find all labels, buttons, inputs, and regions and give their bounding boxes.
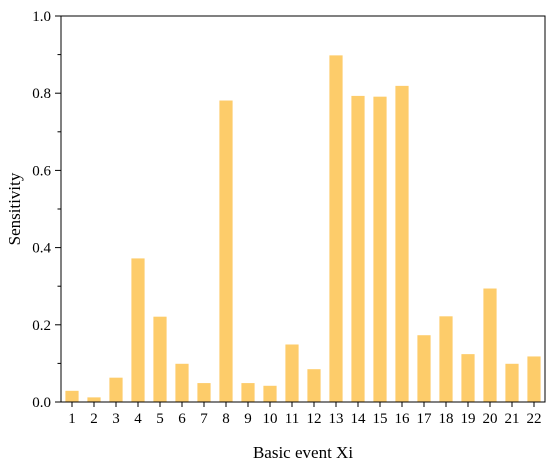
x-tick-label-20: 20 [483,411,498,427]
x-axis-title: Basic event Xi [253,443,353,462]
bar-6 [175,363,189,402]
x-tick-label-21: 21 [505,411,520,427]
x-tick-label-22: 22 [527,411,542,427]
x-tick-label-5: 5 [156,411,164,427]
bar-1 [65,390,79,402]
bar-5 [153,316,167,402]
x-tick-label-8: 8 [222,411,230,427]
x-tick-label-1: 1 [68,411,76,427]
bar-18 [439,316,453,402]
y-tick-label: 0.0 [32,395,51,411]
bar-15 [373,96,387,403]
bars-group [65,55,541,403]
bar-13 [329,55,343,403]
x-tick-label-7: 7 [200,411,208,427]
x-tick-label-2: 2 [90,411,98,427]
x-tick-label-18: 18 [439,411,454,427]
bar-9 [241,383,255,402]
bar-21 [505,363,519,402]
y-tick-label: 0.8 [32,86,51,102]
x-tick-label-19: 19 [461,411,476,427]
bar-20 [483,288,497,402]
x-tick-label-12: 12 [307,411,322,427]
y-tick-label: 0.4 [32,241,51,257]
x-tick-label-4: 4 [134,411,142,427]
labels-group: 0.00.20.40.60.81.01 2 3 4 5 6 7 8 9 10 11 12 13 14 15 1… [32,9,541,427]
x-tick-label-10: 10 [263,411,278,427]
y-axis-title: Sensitivity [5,172,24,245]
y-tick-label: 0.2 [32,318,51,334]
bar-17 [417,335,431,402]
bar-3 [109,377,123,402]
bar-8 [219,100,233,402]
bar-22 [527,356,541,402]
bar-4 [131,258,145,402]
y-tick-label: 0.6 [32,163,51,179]
x-tick-label-11: 11 [285,411,299,427]
x-tick-label-6: 6 [178,411,186,427]
bar-10 [263,385,277,402]
x-tick-label-15: 15 [373,411,388,427]
bar-14 [351,95,365,403]
x-tick-label-17: 17 [417,411,433,427]
bar-7 [197,383,211,402]
bar-12 [307,369,321,402]
x-tick-label-16: 16 [395,411,411,427]
bar-16 [395,85,409,403]
bar-2 [87,397,101,402]
x-tick-label-9: 9 [244,411,252,427]
bar-11 [285,344,299,402]
x-tick-label-14: 14 [351,411,367,427]
x-tick-label-3: 3 [112,411,120,427]
bar-19 [461,354,475,402]
axes-group [55,15,546,407]
y-tick-label: 1.0 [32,9,51,25]
x-tick-label-13: 13 [329,411,344,427]
